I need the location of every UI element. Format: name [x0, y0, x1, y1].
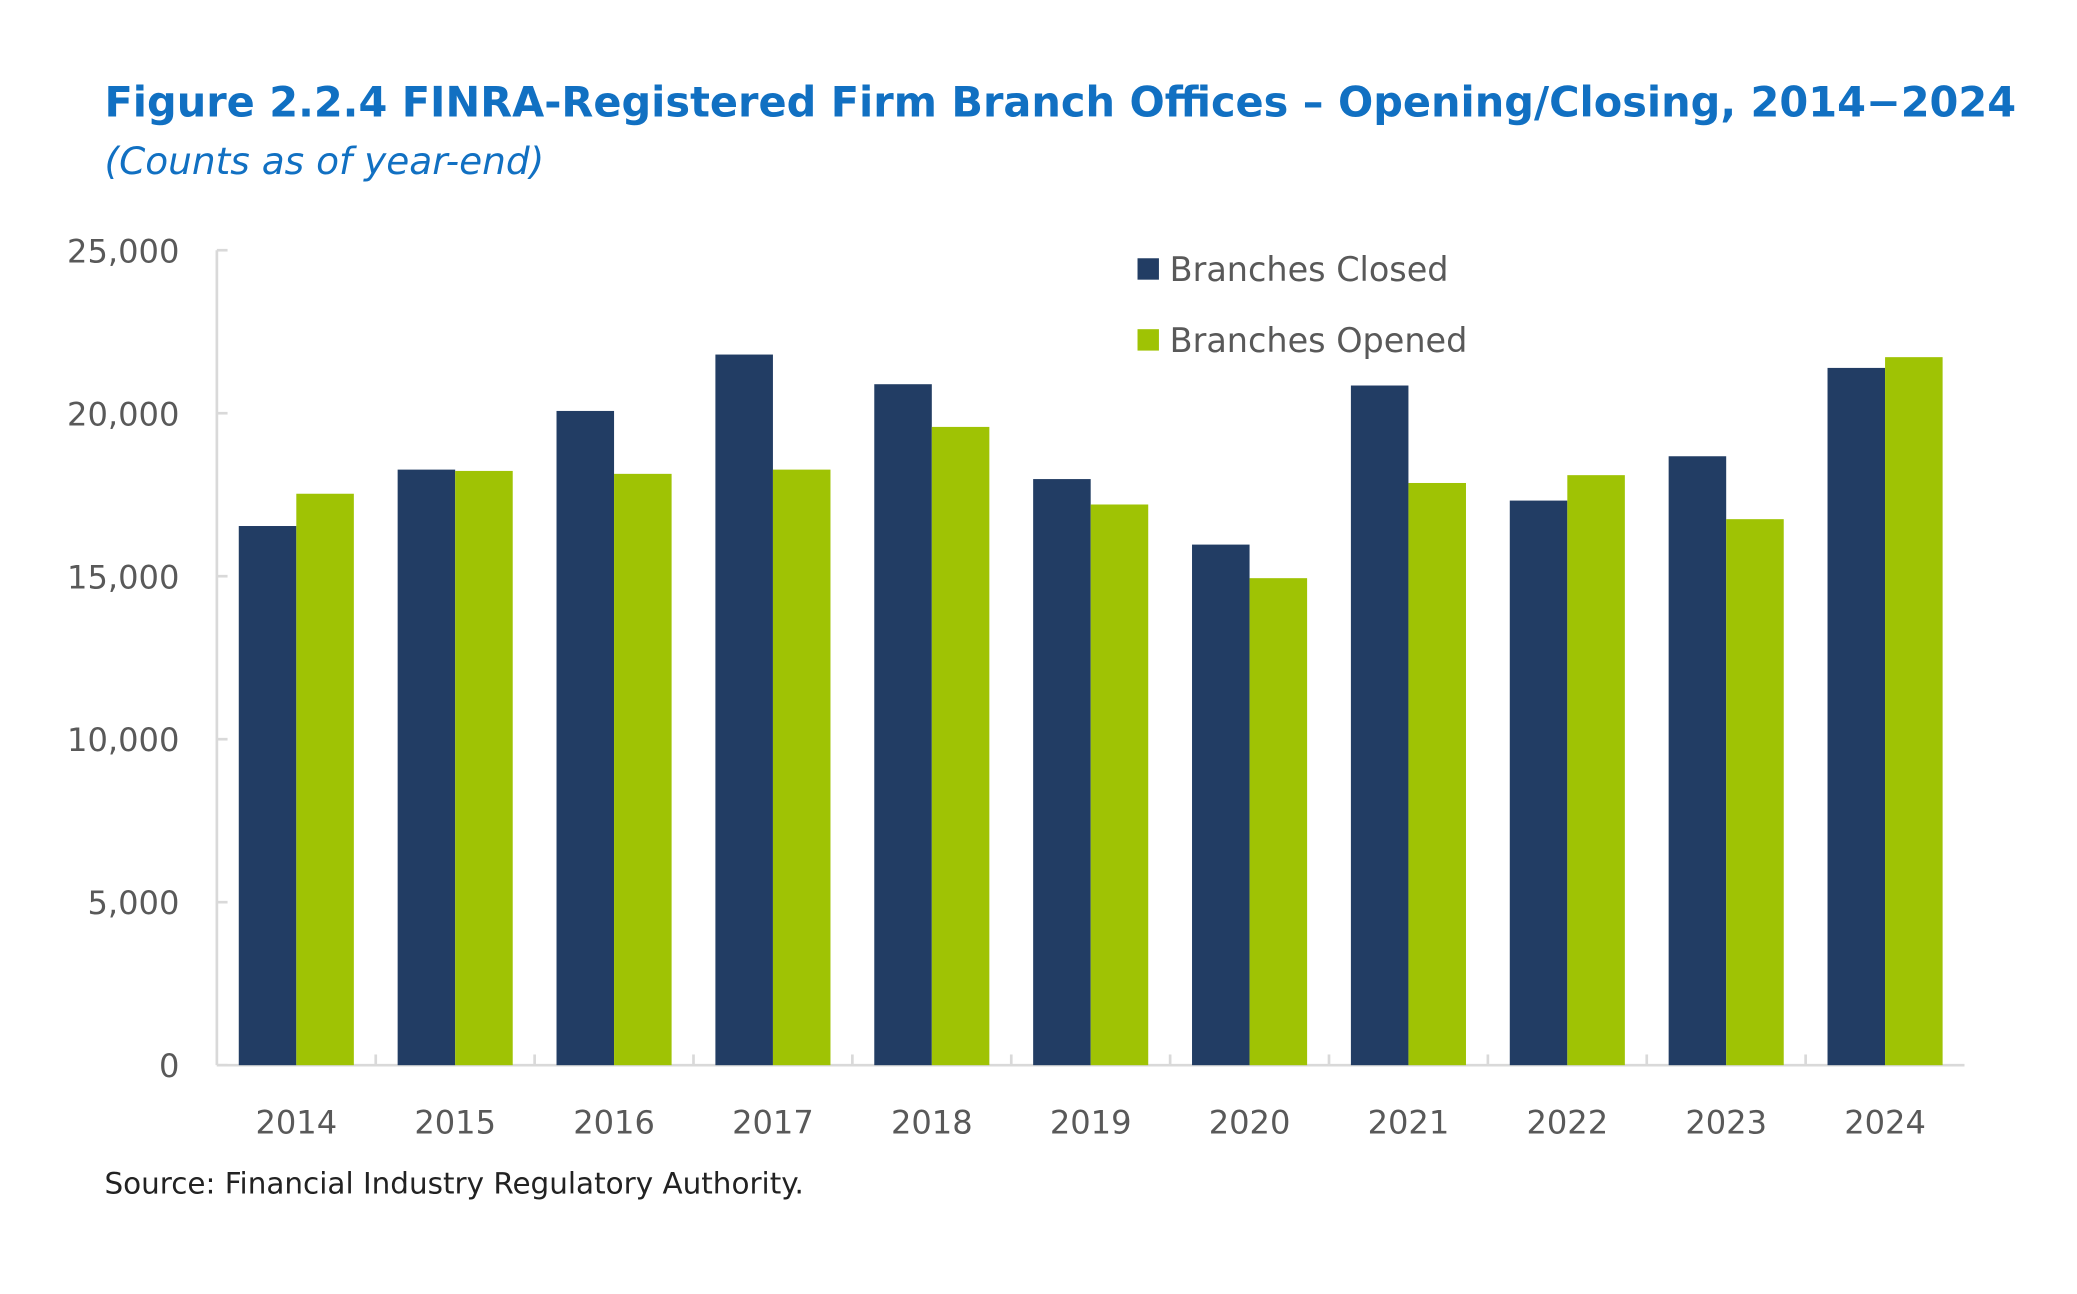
bar-opened — [772, 469, 831, 1066]
source-note: Source: Financial Industry Regulatory Au… — [104, 1167, 803, 1201]
x-tick-label: 2023 — [1685, 1103, 1767, 1141]
bar-opened — [614, 473, 672, 1066]
y-tick-label: 15,000 — [67, 558, 179, 596]
y-tick-label: 10,000 — [67, 721, 179, 759]
bar-opened — [1726, 519, 1784, 1066]
bar-closed — [238, 526, 297, 1066]
bar-closed — [1350, 385, 1409, 1066]
bar-opened — [1249, 578, 1308, 1066]
x-tick-label: 2021 — [1368, 1103, 1450, 1141]
x-tick-label: 2022 — [1526, 1103, 1608, 1141]
plot-area: 0 5,000 10,000 15,000 20,000 25,000 2014 2015 20… — [67, 232, 1965, 1141]
y-tick-label: 20,000 — [67, 395, 179, 433]
x-tick-label: 2024 — [1844, 1103, 1926, 1141]
bar-opened — [1408, 482, 1466, 1066]
x-tick-label: 2018 — [891, 1103, 973, 1141]
bar-closed — [1192, 544, 1250, 1066]
x-tick-label: 2020 — [1209, 1103, 1291, 1141]
bar-closed — [1668, 456, 1727, 1066]
bar-opened — [1090, 504, 1149, 1066]
chart-subtitle: (Counts as of year-end) — [104, 139, 544, 183]
legend-label: Branches Closed — [1170, 250, 1449, 289]
bar-closed — [874, 384, 932, 1066]
bar-closed — [397, 469, 456, 1066]
x-tick-label: 2015 — [414, 1103, 496, 1141]
chart-title: Figure 2.2.4 FINRA-Registered Firm Branc… — [104, 77, 2016, 126]
y-tick-label: 5,000 — [87, 884, 179, 922]
bar-closed — [1827, 367, 1886, 1066]
legend-swatch — [1137, 258, 1159, 280]
x-tick-label: 2019 — [1050, 1103, 1132, 1141]
legend: Branches Closed Branches Opened — [1137, 250, 1468, 360]
legend-swatch — [1137, 329, 1159, 351]
x-tick-label: 2017 — [732, 1103, 814, 1141]
bar-opened — [455, 470, 513, 1066]
bar-opened — [296, 493, 354, 1066]
bar-closed — [715, 354, 773, 1066]
x-tick-label: 2016 — [573, 1103, 655, 1141]
legend-label: Branches Opened — [1170, 321, 1468, 360]
bar-opened — [1885, 357, 1943, 1066]
bar-opened — [1567, 475, 1625, 1066]
bar-closed — [1033, 479, 1091, 1066]
bar-closed — [1509, 500, 1568, 1066]
x-tick-label: 2014 — [255, 1103, 337, 1141]
y-tick-label: 25,000 — [67, 232, 179, 270]
y-tick-label: 0 — [159, 1047, 179, 1085]
bar-opened — [931, 426, 990, 1066]
bar-closed — [556, 410, 615, 1066]
